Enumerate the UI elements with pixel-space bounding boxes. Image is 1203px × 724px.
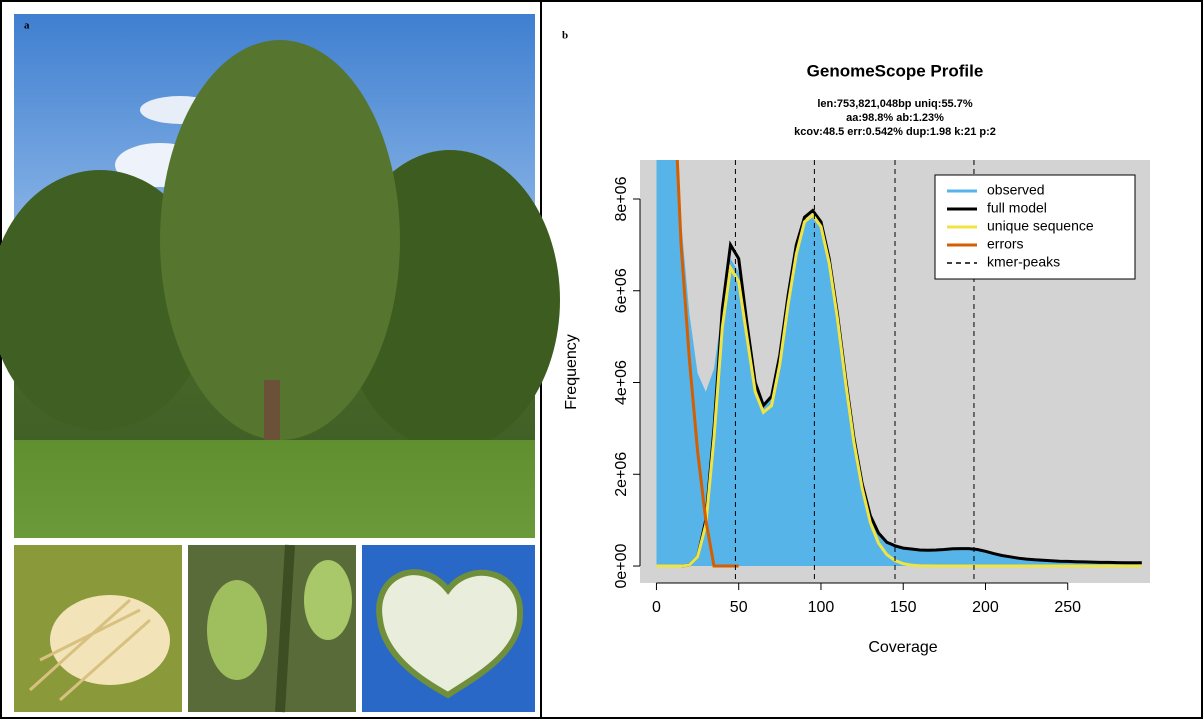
- x-axis-label: Coverage: [868, 639, 937, 656]
- legend-label: kmer-peaks: [987, 254, 1060, 270]
- x-tick-label: 200: [972, 599, 999, 616]
- legend: observed full model unique sequence errors k…: [935, 175, 1135, 279]
- photo-tree: [0, 14, 560, 538]
- y-tick-label: 6e+06: [613, 268, 630, 313]
- figure: a b GenomeScope Profile len:753,821,048b…: [0, 0, 1203, 719]
- x-tick-label: 100: [808, 599, 835, 616]
- legend-label: errors: [987, 236, 1024, 252]
- legend-label: unique sequence: [987, 218, 1094, 234]
- photo-fruit: [188, 545, 356, 712]
- y-tick-label: 8e+06: [613, 176, 630, 221]
- y-axis-label: Frequency: [563, 334, 580, 410]
- chart-title: GenomeScope Profile: [807, 61, 984, 80]
- y-tick-label: 2e+06: [613, 452, 630, 497]
- legend-label: full model: [987, 200, 1047, 216]
- panel-label: b: [562, 30, 568, 42]
- chart-subtitle: len:753,821,048bp uniq:55.7%: [817, 98, 973, 110]
- y-tick-label: 4e+06: [613, 360, 630, 405]
- photo-section: [362, 545, 535, 712]
- x-tick-label: 0: [652, 599, 661, 616]
- legend-label: observed: [987, 182, 1045, 198]
- x-tick-label: 250: [1054, 599, 1081, 616]
- x-tick-label: 150: [890, 599, 917, 616]
- x-tick-label: 50: [730, 599, 748, 616]
- panel-label: a: [24, 20, 30, 32]
- y-tick-label: 0e+00: [613, 543, 630, 588]
- chart-subtitle: aa:98.8% ab:1.23%: [846, 112, 944, 124]
- photo-flower: [14, 545, 182, 712]
- chart-subtitle: kcov:48.5 err:0.542% dup:1.98 k:21 p:2: [794, 126, 996, 138]
